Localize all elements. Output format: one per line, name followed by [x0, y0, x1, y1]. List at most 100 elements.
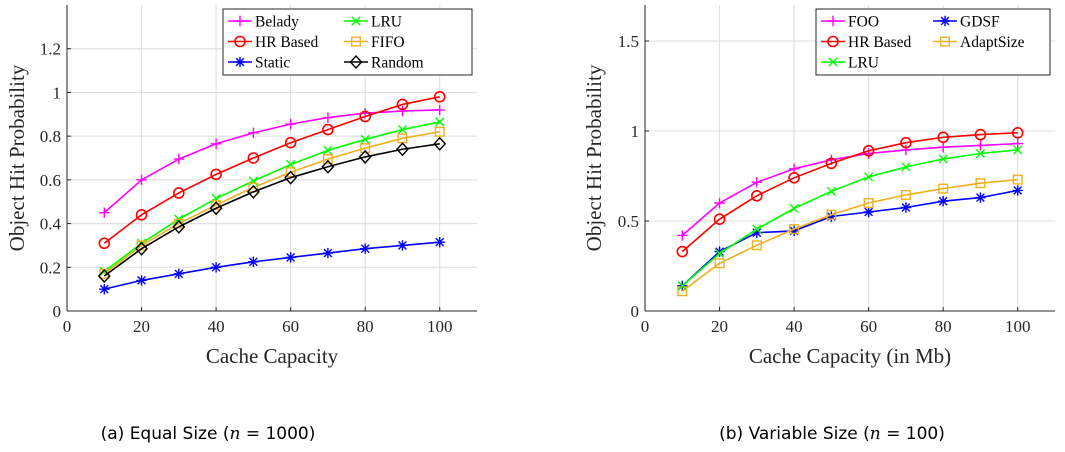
data-point-belady	[136, 174, 147, 186]
y-tick-label: 0	[631, 302, 640, 321]
data-point-belady	[99, 207, 110, 218]
y-tick-label: 0.5	[618, 212, 639, 231]
y-tick-label: 1	[631, 122, 640, 141]
legend-marker-adaptsize	[940, 36, 951, 47]
legend-item-hr-based: HR Based	[228, 34, 319, 51]
data-point-static	[210, 262, 222, 273]
data-point-hr-based	[173, 187, 185, 199]
legend-item-belady: Belady	[228, 14, 299, 31]
data-point-gdsf	[714, 246, 725, 257]
data-point-hr-based	[751, 190, 763, 202]
data-point-random	[209, 201, 223, 216]
data-point-static	[397, 240, 408, 251]
series-line-random	[103, 143, 440, 277]
data-point-gdsf	[788, 225, 800, 237]
data-point-lru	[1013, 145, 1023, 155]
legend-item-hr-based: HR Based	[821, 34, 912, 51]
data-point-gdsf	[900, 202, 912, 213]
x-tick-label: 40	[208, 317, 225, 336]
data-point-hr-based	[1011, 127, 1024, 139]
data-point-hr-based	[433, 91, 446, 103]
y-axis-label: Object Hit Probability	[582, 64, 606, 251]
data-point-lru	[714, 248, 725, 259]
legend-label-gdsf: GDSF	[960, 14, 1000, 31]
series-line-lru	[103, 121, 440, 273]
y-tick-label: 0.6	[40, 171, 61, 190]
chart-equal-size: 0 20 40 60 80 100 0 0.2 0.4 0.6 0.8 1 1.2 Cache Capac…	[5, 5, 477, 444]
legend-marker-gdsf	[939, 15, 951, 27]
legend-marker-foo	[827, 15, 839, 27]
data-point-belady	[434, 104, 445, 116]
data-point-hr-based	[825, 157, 838, 170]
data-point-lru	[938, 154, 948, 164]
y-tick-label: 1.2	[40, 40, 61, 59]
y-tick-label: 0	[53, 302, 62, 321]
legend-marker-hr-based	[234, 35, 246, 48]
series-line-lru	[681, 149, 1018, 287]
data-point-lru	[677, 281, 687, 291]
data-point-lru	[901, 162, 911, 172]
legend-item-gdsf: GDSF	[933, 14, 1000, 31]
legend-label-random: Random	[371, 55, 424, 72]
x-tick-label: 40	[786, 317, 803, 336]
legend-label-lru: LRU	[848, 55, 879, 72]
data-point-foo	[677, 230, 688, 241]
legend-marker-belady	[234, 15, 246, 27]
data-point-adaptsize	[677, 286, 688, 297]
data-point-random	[358, 149, 372, 164]
data-point-belady	[322, 112, 334, 123]
data-point-hr-based	[98, 237, 111, 250]
data-point-hr-based	[974, 128, 987, 141]
data-point-static	[248, 256, 259, 268]
data-point-static	[99, 283, 110, 295]
y-tick-label: 1	[53, 83, 62, 102]
data-point-belady	[173, 153, 185, 165]
series-line-hr-based	[103, 96, 440, 244]
data-point-lru	[863, 172, 874, 182]
data-point-random	[433, 136, 447, 151]
legend-item-static: Static	[228, 55, 290, 72]
data-point-adaptsize	[975, 178, 986, 189]
data-point-random	[284, 170, 298, 185]
legend-label-foo: FOO	[848, 14, 879, 31]
data-point-adaptsize	[789, 224, 800, 235]
x-tick-label: 80	[935, 317, 952, 336]
data-point-hr-based	[135, 209, 148, 221]
x-tick-label: 20	[133, 317, 150, 336]
data-point-random	[246, 184, 260, 199]
data-point-lru	[323, 145, 333, 156]
data-point-static	[434, 236, 445, 248]
y-tick-label: 0.4	[40, 215, 62, 234]
x-axis-label: Cache Capacity (in Mb)	[749, 344, 951, 368]
data-point-random	[135, 241, 148, 256]
y-tick-label: 0.8	[40, 127, 61, 146]
data-point-belady	[397, 105, 408, 117]
data-point-lru	[397, 124, 408, 135]
data-point-random	[396, 142, 409, 157]
legend-label-adaptsize: AdaptSize	[960, 34, 1025, 51]
data-point-lru	[435, 117, 445, 127]
data-point-random	[97, 268, 111, 284]
data-point-fifo	[173, 218, 184, 229]
data-point-adaptsize	[751, 240, 762, 251]
data-point-lru	[360, 134, 370, 145]
data-point-hr-based	[862, 145, 875, 157]
data-point-gdsf	[751, 227, 763, 238]
legend: FOO GDSF HR Based AdaptSize LRU	[815, 8, 1051, 76]
series-line-belady	[103, 109, 440, 214]
data-point-static	[322, 247, 334, 259]
series-line-static	[104, 241, 440, 290]
data-point-adaptsize	[900, 189, 911, 200]
data-point-hr-based	[247, 152, 260, 164]
series-adaptsize	[677, 174, 1023, 297]
data-point-hr-based	[359, 110, 371, 123]
data-point-adaptsize	[1012, 174, 1023, 185]
data-point-foo	[975, 140, 986, 151]
data-point-gdsf	[863, 206, 874, 218]
legend-label-belady: Belady	[255, 14, 299, 31]
figure-caption: (a) Equal Size (n = 1000)	[101, 424, 316, 444]
data-point-adaptsize	[826, 209, 837, 220]
x-tick-label: 80	[357, 317, 374, 336]
series-static	[99, 236, 445, 295]
data-point-belady	[285, 118, 296, 130]
